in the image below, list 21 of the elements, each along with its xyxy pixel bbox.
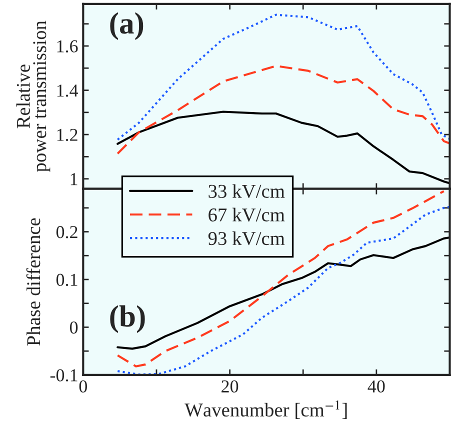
y-tick-label: 1.4 <box>57 84 78 97</box>
y-tick-label: 0 <box>70 321 78 334</box>
y-tick-label: 1.2 <box>57 128 78 142</box>
x-tick-label: 20 <box>222 380 238 393</box>
x-tick-label: 0 <box>79 380 87 393</box>
y-axis-title: Relative power transmission <box>16 20 50 172</box>
y-tick-label: 1.6 <box>57 40 78 53</box>
line-series <box>116 64 450 155</box>
y-tick-label: 1 <box>70 173 78 186</box>
legend-label: 67 kV/cm <box>208 208 285 222</box>
legend-label: 33 kV/cm <box>208 184 285 198</box>
x-axis-title: Wavenumber [cm$^{−1}$] <box>184 400 347 419</box>
y-tick-label: -0.1 <box>50 369 78 382</box>
annotation: (b) <box>110 305 145 333</box>
y-axis-title: Phase difference <box>26 218 40 346</box>
y-tick-label: 0.2 <box>56 226 78 238</box>
x-tick-label: 40 <box>368 380 385 393</box>
legend-label: 93 kV/cm <box>208 231 285 246</box>
y-tick-label: 0.1 <box>56 274 78 286</box>
line-series <box>116 110 450 184</box>
annotation: (a) <box>110 12 144 40</box>
